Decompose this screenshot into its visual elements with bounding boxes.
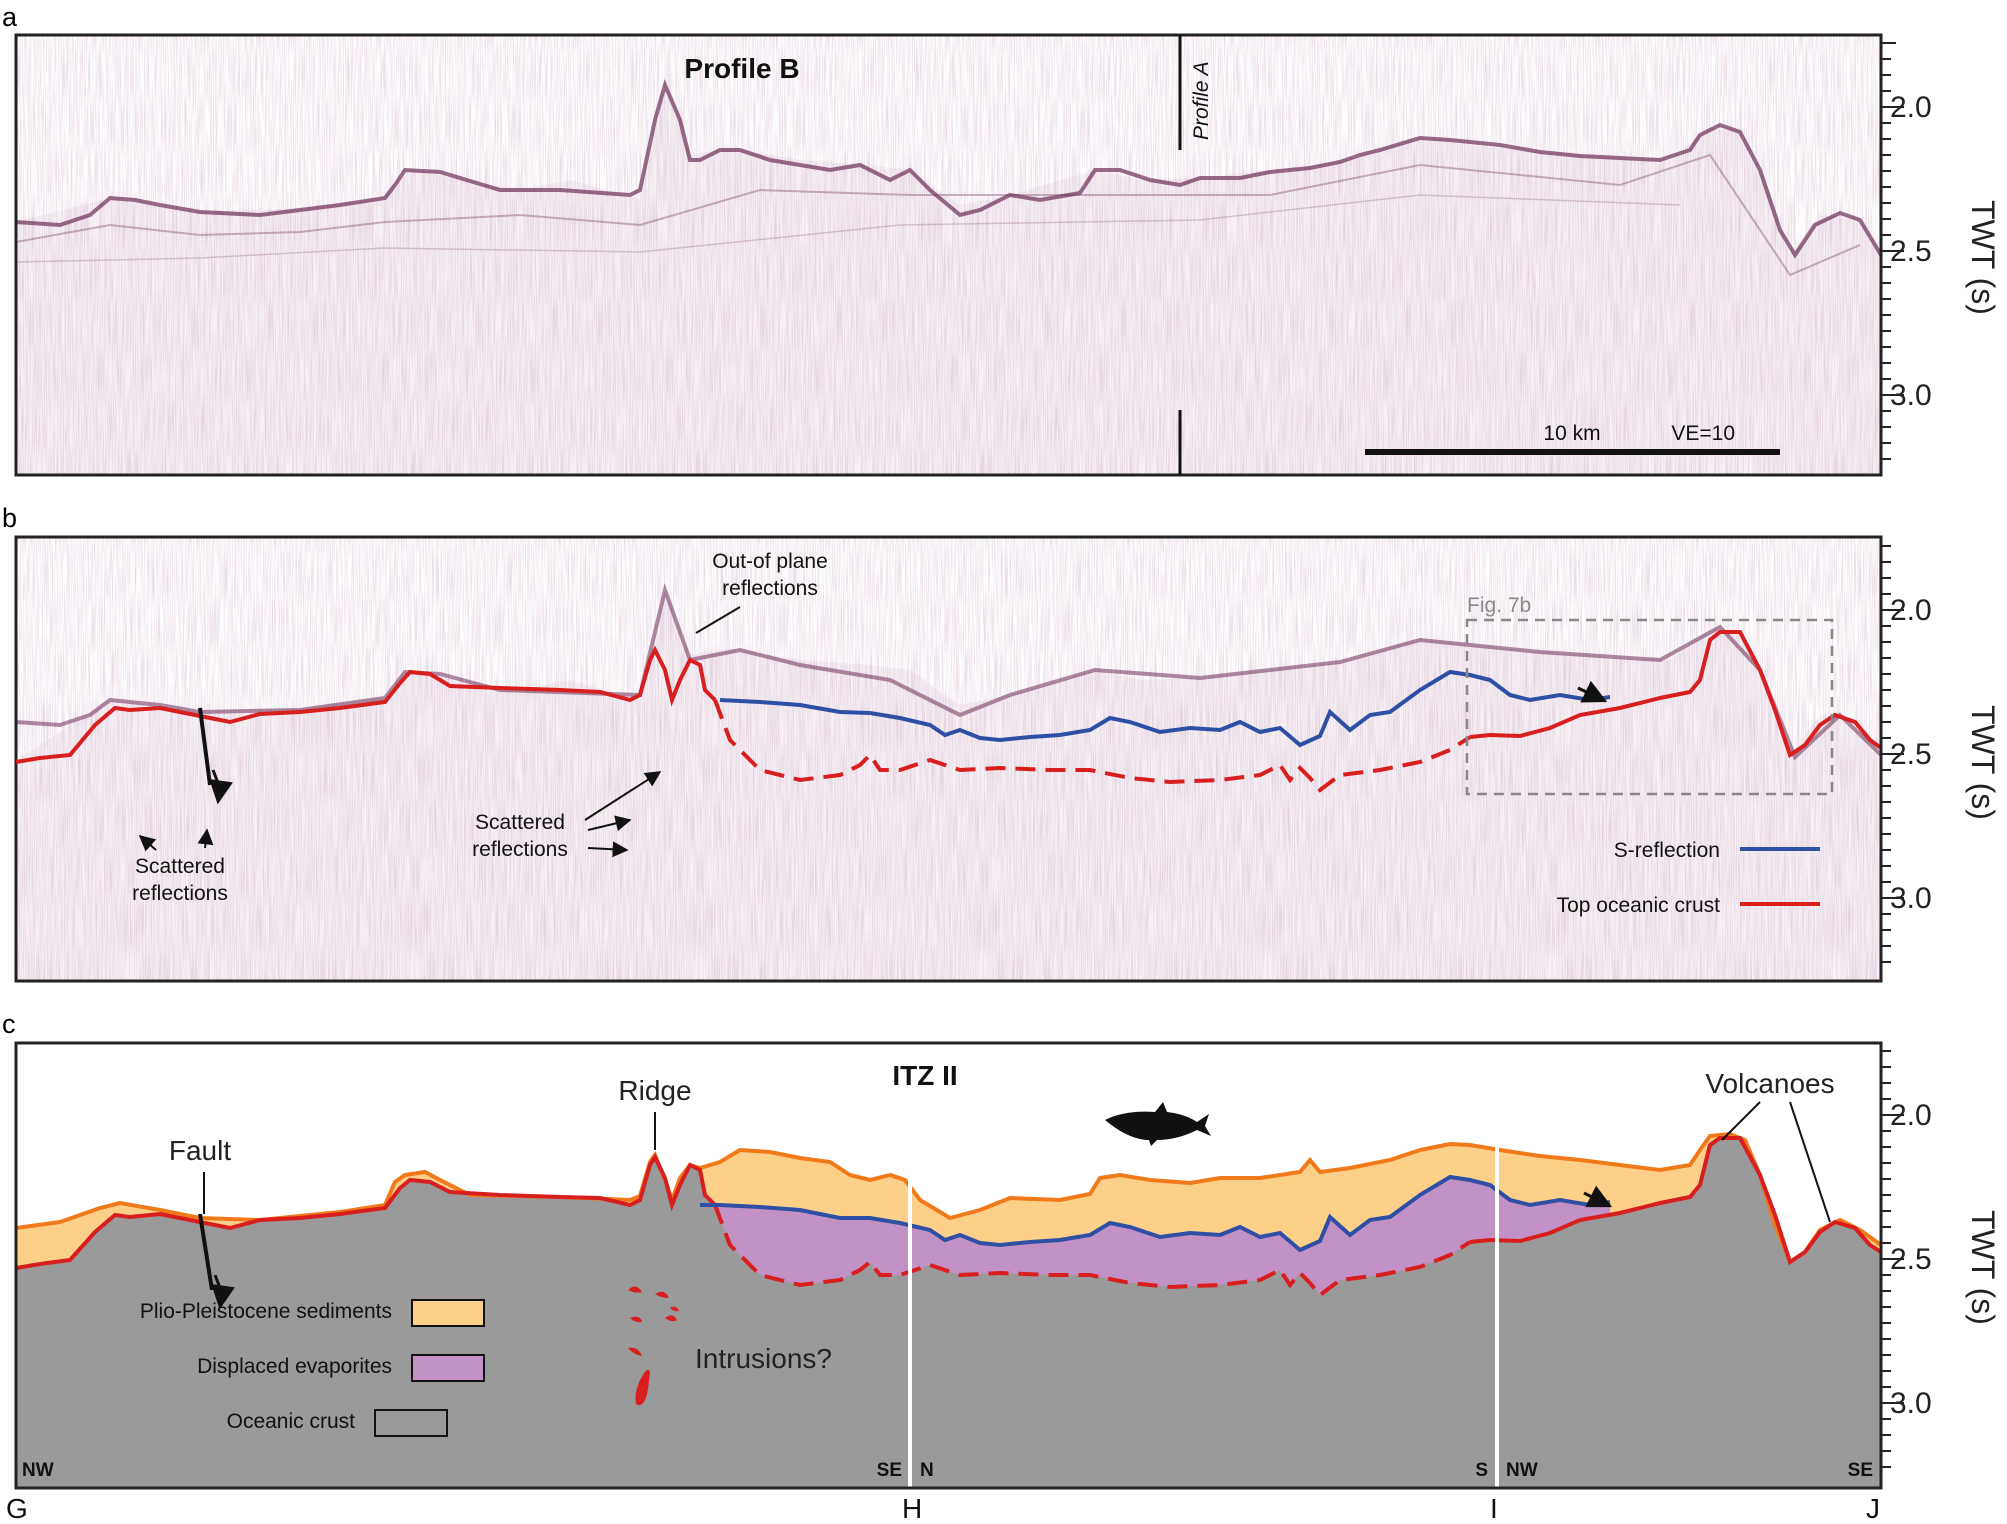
seafloor-reflector-a: [16, 79, 1881, 259]
top-oceanic-crust-dashed-b: [713, 699, 1472, 793]
volcanoes-label: Volcanoes: [1705, 1068, 1834, 1099]
twt-axis-label-b: TWT (s): [1965, 705, 2001, 820]
tick-c-2-5: 2.5: [1890, 1243, 1932, 1276]
legend-b: S-reflection Top oceanic crust: [1557, 839, 1820, 917]
tick-b-3-0: 3.0: [1890, 882, 1932, 915]
s-reflection-line-c: [700, 1174, 1611, 1253]
panel-a: a Profile B Profile A 10 km VE=10: [2, 2, 2001, 477]
scattered-left-label-2: reflections: [132, 882, 228, 905]
intrusions: [628, 1286, 679, 1406]
out-of-plane-leader: [695, 606, 741, 634]
fault-line-c: [198, 1213, 214, 1291]
scattered-left-label-1: Scattered: [135, 855, 225, 878]
legend-evaporite-label: Displaced evaporites: [197, 1355, 392, 1378]
legend-sediment-swatch: [411, 1299, 485, 1327]
fault-arrow-c: [211, 1274, 235, 1310]
twt-axis-b: 2.0 2.5 3.0 TWT (s): [1879, 537, 2001, 981]
cartoon-section-c: [16, 1043, 1881, 1488]
displacement-arrow-b: [1577, 680, 1608, 703]
fault-arrow-b: [209, 769, 233, 805]
point-h: H: [902, 1493, 922, 1524]
volcanoes-leader-1: [1721, 1101, 1761, 1141]
legend-evaporite-swatch: [411, 1354, 485, 1382]
profile-a-label: Profile A: [1190, 61, 1213, 140]
tick-c-2-0: 2.0: [1890, 1099, 1932, 1132]
tick-a-2-5: 2.5: [1890, 235, 1932, 268]
profile-b-title: Profile B: [684, 53, 799, 84]
ve-label: VE=10: [1671, 422, 1735, 445]
oceanic-crust-layer: [16, 1138, 1881, 1488]
fault-line-b: [198, 707, 212, 786]
panel-label-c: c: [2, 1009, 16, 1039]
top-oceanic-crust-right-b: [1469, 630, 1883, 759]
ridge-label: Ridge: [618, 1075, 691, 1106]
direction-n: N: [920, 1460, 934, 1481]
top-crust-dashed-c: [713, 1204, 1472, 1298]
scattered-left-arrow-1: [138, 834, 157, 852]
top-crust-right-c: [1469, 1136, 1881, 1266]
out-of-plane-label-2: reflections: [722, 577, 818, 600]
point-i: I: [1490, 1493, 1498, 1524]
direction-nw-2: NW: [1506, 1460, 1538, 1481]
displacement-arrow-c: [1583, 1185, 1613, 1208]
panel-label-b: b: [2, 503, 17, 533]
twt-axis-label-a: TWT (s): [1965, 200, 2001, 315]
top-oceanic-crust-line-b: [15, 645, 717, 764]
twt-axis-label-c: TWT (s): [1965, 1210, 2001, 1325]
legend-top-crust-label: Top oceanic crust: [1557, 894, 1721, 917]
direction-se-2: SE: [1848, 1460, 1873, 1481]
tick-b-2-5: 2.5: [1890, 738, 1932, 771]
seismic-section-a: [16, 35, 1881, 475]
shark-icon: [1105, 1102, 1211, 1146]
top-crust-line-c: [16, 1152, 717, 1270]
twt-axis-c: 2.0 2.5 3.0 TWT (s): [1879, 1043, 2001, 1488]
fig-7b-box: [1465, 618, 1834, 796]
legend-s-reflection-label: S-reflection: [1614, 839, 1720, 862]
panel-c: c: [2, 1009, 2001, 1490]
fault-label: Fault: [169, 1135, 231, 1166]
legend-crust-label: Oceanic crust: [227, 1410, 356, 1433]
scale-label: 10 km: [1543, 422, 1600, 445]
panel-label-a: a: [2, 2, 18, 32]
tick-a-3-0: 3.0: [1890, 379, 1932, 412]
legend-sediment-label: Plio-Pleistocene sediments: [140, 1300, 392, 1323]
direction-s: S: [1475, 1460, 1488, 1481]
point-g: G: [6, 1493, 28, 1524]
tick-b-2-0: 2.0: [1890, 594, 1932, 627]
scattered-mid-arrow-1: [584, 771, 662, 821]
itz-ii-title: ITZ II: [892, 1060, 957, 1091]
twt-axis-a: 2.0 2.5 3.0 TWT (s): [1879, 35, 2001, 475]
legend-crust-swatch: [374, 1409, 448, 1437]
panel-b: b Fig. 7b Out-of plane reflections Scatt…: [2, 503, 2001, 983]
scattered-mid-arrow-2: [587, 815, 632, 832]
scattered-mid-arrow-3: [587, 841, 629, 858]
direction-se-1: SE: [877, 1460, 902, 1481]
legend-c: Plio-Pleistocene sediments Displaced eva…: [140, 1299, 485, 1437]
volcanoes-leader-2: [1789, 1101, 1831, 1223]
seafloor-line-c: [16, 1131, 1881, 1266]
scattered-mid-label-1: Scattered: [475, 811, 565, 834]
intrusions-label: Intrusions?: [695, 1343, 832, 1374]
s-reflection-line-b: [719, 669, 1611, 748]
out-of-plane-label-1: Out-of plane: [712, 550, 828, 573]
tick-c-3-0: 3.0: [1890, 1387, 1932, 1420]
scattered-left-arrow-2: [197, 828, 214, 849]
tick-a-2-0: 2.0: [1890, 91, 1932, 124]
fig-7b-label: Fig. 7b: [1467, 594, 1531, 617]
point-j: J: [1866, 1493, 1880, 1524]
scattered-mid-label-2: reflections: [472, 838, 568, 861]
direction-nw-1: NW: [22, 1460, 54, 1481]
